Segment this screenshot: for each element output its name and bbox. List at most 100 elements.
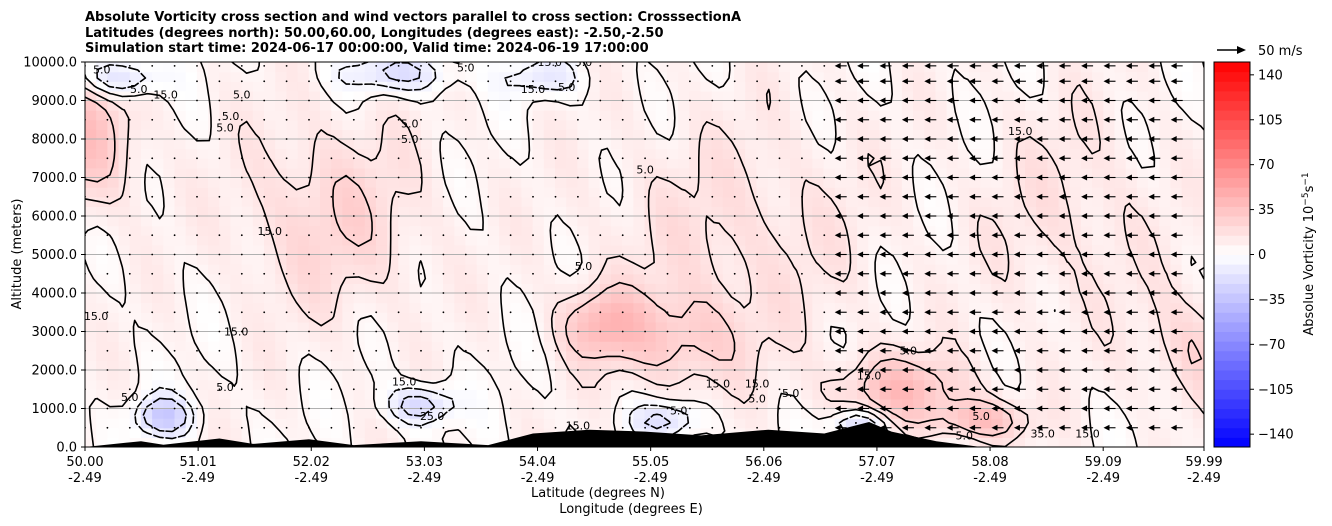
- vorticity-cell: [1159, 244, 1172, 256]
- vorticity-cell: [487, 273, 500, 284]
- vorticity-cell: [901, 302, 914, 313]
- vorticity-cell: [387, 437, 399, 447]
- vorticity-cell: [174, 370, 187, 381]
- vorticity-cell: [678, 398, 690, 410]
- vorticity-cell: [1024, 398, 1037, 410]
- vorticity-cell: [588, 379, 601, 390]
- vorticity-cell: [510, 110, 523, 121]
- vorticity-cell: [767, 110, 780, 121]
- wind-vector: [733, 65, 736, 67]
- vorticity-cell: [1170, 341, 1183, 352]
- vorticity-cell: [1024, 119, 1037, 130]
- vorticity-cell: [543, 139, 556, 150]
- vorticity-cell: [633, 321, 646, 333]
- wind-vector: [599, 426, 602, 429]
- vorticity-cell: [398, 350, 411, 361]
- vorticity-cell: [711, 427, 724, 438]
- vorticity-cell: [521, 187, 534, 198]
- vorticity-cell: [454, 302, 467, 313]
- vorticity-cell: [1036, 312, 1048, 323]
- vorticity-cell: [1170, 129, 1183, 140]
- vorticity-cell: [901, 427, 914, 438]
- vorticity-cell: [308, 312, 321, 323]
- vorticity-cell: [901, 235, 914, 246]
- wind-vector: [756, 195, 758, 198]
- vorticity-cell: [140, 398, 153, 410]
- vorticity-cell: [1170, 90, 1183, 102]
- vorticity-cell: [622, 244, 634, 256]
- wind-vector: [532, 65, 534, 67]
- vorticity-cell: [185, 206, 198, 217]
- vorticity-cell: [566, 216, 578, 227]
- vorticity-cell: [588, 71, 601, 82]
- wind-vector: [644, 349, 646, 352]
- vorticity-cell: [252, 293, 265, 304]
- vorticity-cell: [588, 62, 601, 73]
- vorticity-cell: [655, 119, 668, 130]
- vorticity-cell: [901, 360, 914, 371]
- vorticity-cell: [1170, 254, 1183, 265]
- vorticity-cell: [1002, 225, 1015, 236]
- vorticity-cell: [1013, 244, 1026, 256]
- wind-vector: [599, 272, 602, 275]
- vorticity-cell: [331, 129, 343, 140]
- vorticity-cell: [487, 81, 500, 92]
- vorticity-cell: [1125, 167, 1138, 179]
- vorticity-cell: [857, 418, 869, 429]
- vorticity-cell: [801, 244, 813, 256]
- vorticity-cell: [554, 360, 567, 371]
- vorticity-cell: [1069, 177, 1082, 188]
- vorticity-cell: [174, 90, 187, 102]
- vorticity-cell: [946, 167, 959, 179]
- vorticity-cell: [823, 283, 836, 294]
- vorticity-cell: [857, 264, 869, 275]
- wind-vector: [756, 65, 758, 67]
- vorticity-cell: [107, 187, 120, 198]
- vorticity-cell: [387, 216, 399, 227]
- vorticity-cell: [543, 119, 556, 130]
- vorticity-cell: [1136, 321, 1149, 333]
- vorticity-cell: [252, 244, 265, 256]
- vorticity-cell: [1125, 302, 1138, 313]
- wind-vector: [128, 253, 131, 256]
- vorticity-cell: [935, 379, 948, 390]
- vorticity-cell: [700, 264, 713, 275]
- vorticity-cell: [834, 167, 847, 179]
- wind-vector: [128, 234, 131, 237]
- vorticity-cell: [264, 370, 276, 381]
- vorticity-cell: [140, 293, 153, 304]
- vorticity-cell: [521, 148, 534, 159]
- vorticity-cell: [924, 379, 937, 390]
- vorticity-cell: [1002, 148, 1015, 159]
- vorticity-cell: [722, 81, 735, 92]
- vorticity-cell: [599, 293, 612, 304]
- wind-vector-head: [834, 62, 841, 69]
- wind-vector: [106, 253, 109, 256]
- vorticity-cell: [588, 148, 601, 159]
- vorticity-cell: [163, 273, 176, 284]
- vorticity-cell: [890, 273, 903, 284]
- vorticity-cell: [845, 177, 858, 188]
- wind-vector: [420, 234, 422, 237]
- vorticity-cell: [778, 71, 791, 82]
- vorticity-cell: [756, 273, 769, 284]
- vorticity-cell: [957, 177, 970, 188]
- vorticity-cell: [543, 273, 556, 284]
- wind-vector: [857, 78, 870, 85]
- vorticity-cell: [834, 418, 847, 429]
- vorticity-cell: [577, 418, 590, 429]
- vorticity-cell: [789, 167, 802, 179]
- wind-vector: [330, 349, 333, 352]
- vorticity-cell: [85, 129, 97, 140]
- vorticity-cell: [789, 158, 802, 169]
- vorticity-cell: [566, 418, 578, 429]
- vorticity-cell: [1013, 273, 1026, 284]
- vorticity-cell: [152, 408, 164, 419]
- vorticity-cell: [935, 129, 948, 140]
- vorticity-cell: [913, 167, 925, 179]
- vorticity-cell: [140, 264, 153, 275]
- vorticity-cell: [655, 235, 668, 246]
- wind-vector: [834, 174, 847, 181]
- vorticity-cell: [890, 264, 903, 275]
- vorticity-cell: [375, 235, 388, 246]
